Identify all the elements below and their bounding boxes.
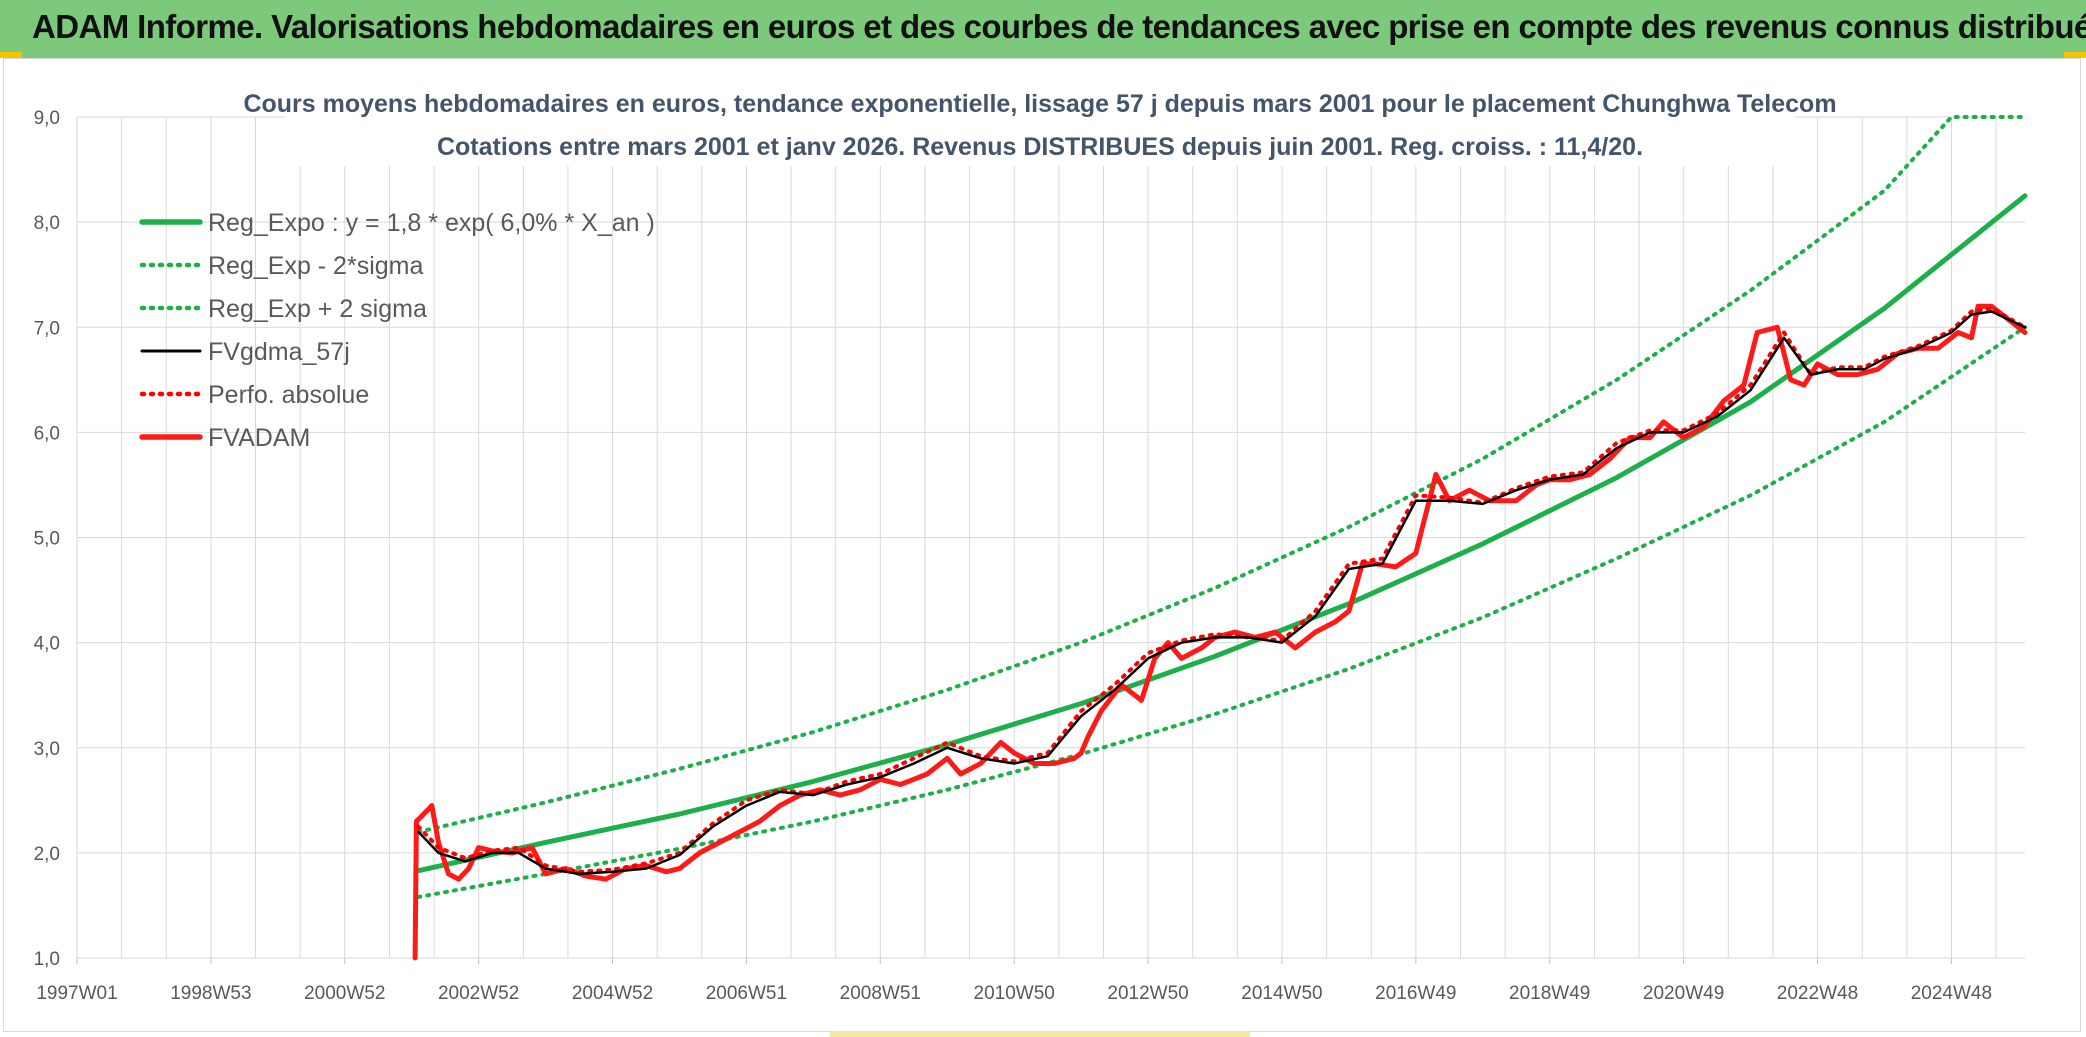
y-tick-label: 8,0	[34, 213, 60, 234]
corner-accent-left	[0, 52, 22, 58]
header-title: ADAM Informe. Valorisations hebdomadaire…	[32, 8, 2086, 45]
legend: Reg_Expo : y = 1,8 * exp( 6,0% * X_an ) R…	[139, 209, 655, 452]
x-tick-label: 2022W48	[1777, 983, 1858, 1004]
x-tick-label: 2024W48	[1911, 983, 1992, 1004]
x-tick-label: 2016W49	[1375, 983, 1456, 1004]
header-bar: ADAM Informe. Valorisations hebdomadaire…	[0, 0, 2086, 58]
series-line-4	[416, 306, 2027, 874]
x-tick-label: 2012W50	[1107, 983, 1188, 1004]
legend-label: Reg_Exp + 2 sigma	[208, 295, 427, 323]
chart-titles: Cours moyens hebdomadaires en euros, ten…	[243, 82, 1837, 166]
series-line-1	[416, 325, 2027, 899]
y-tick-label: 3,0	[34, 739, 60, 760]
x-tick-label: 2014W50	[1241, 983, 1322, 1004]
series-group	[412, 115, 2028, 961]
series-line-5	[412, 303, 2028, 961]
legend-label: Reg_Exp - 2*sigma	[208, 252, 423, 280]
chart-subtitle: Cotations entre mars 2001 et janv 2026. …	[437, 133, 1643, 161]
corner-accent-right	[2064, 52, 2086, 58]
series-line-0	[415, 193, 2028, 874]
legend-label: FVgdma_57j	[208, 338, 350, 366]
x-tick-label: 2008W51	[840, 983, 921, 1004]
x-tick-label: 2000W52	[304, 983, 385, 1004]
x-tick-label: 2002W52	[438, 983, 519, 1004]
x-tick-label: 2018W49	[1509, 983, 1590, 1004]
legend-label: Perfo. absolue	[208, 381, 369, 409]
gridlines	[76, 116, 2025, 959]
legend-label: FVADAM	[208, 424, 310, 452]
x-tick-label: 1998W53	[170, 983, 251, 1004]
y-tick-label: 7,0	[34, 318, 60, 339]
x-tick-label: 2010W50	[974, 983, 1055, 1004]
bottom-accent-strip	[830, 1031, 1250, 1037]
series-line-3	[417, 310, 2027, 876]
legend-label: Reg_Expo : y = 1,8 * exp( 6,0% * X_an )	[208, 209, 655, 237]
x-tick-label: 2004W52	[572, 983, 653, 1004]
y-tick-label: 2,0	[34, 844, 60, 865]
y-tick-label: 4,0	[34, 634, 60, 655]
x-axis-ticks: 1997W01 1998W53 2000W52 2002W52 2004W52 2006W…	[36, 958, 1992, 1004]
x-tick-label: 2006W51	[706, 983, 787, 1004]
title-background	[285, 82, 1795, 166]
chart-title: Cours moyens hebdomadaires en euros, ten…	[243, 90, 1836, 118]
series-line-2	[416, 115, 2027, 834]
y-tick-label: 9,0	[34, 108, 60, 129]
y-axis-ticks: 1,0 2,0 3,0 4,0 5,0 6,0 7,0 8,0 9,0	[34, 108, 60, 970]
y-tick-label: 6,0	[34, 423, 60, 444]
x-tick-label: 2020W49	[1643, 983, 1724, 1004]
y-tick-label: 1,0	[34, 949, 60, 970]
y-tick-label: 5,0	[34, 529, 60, 550]
x-tick-label: 1997W01	[36, 983, 117, 1004]
